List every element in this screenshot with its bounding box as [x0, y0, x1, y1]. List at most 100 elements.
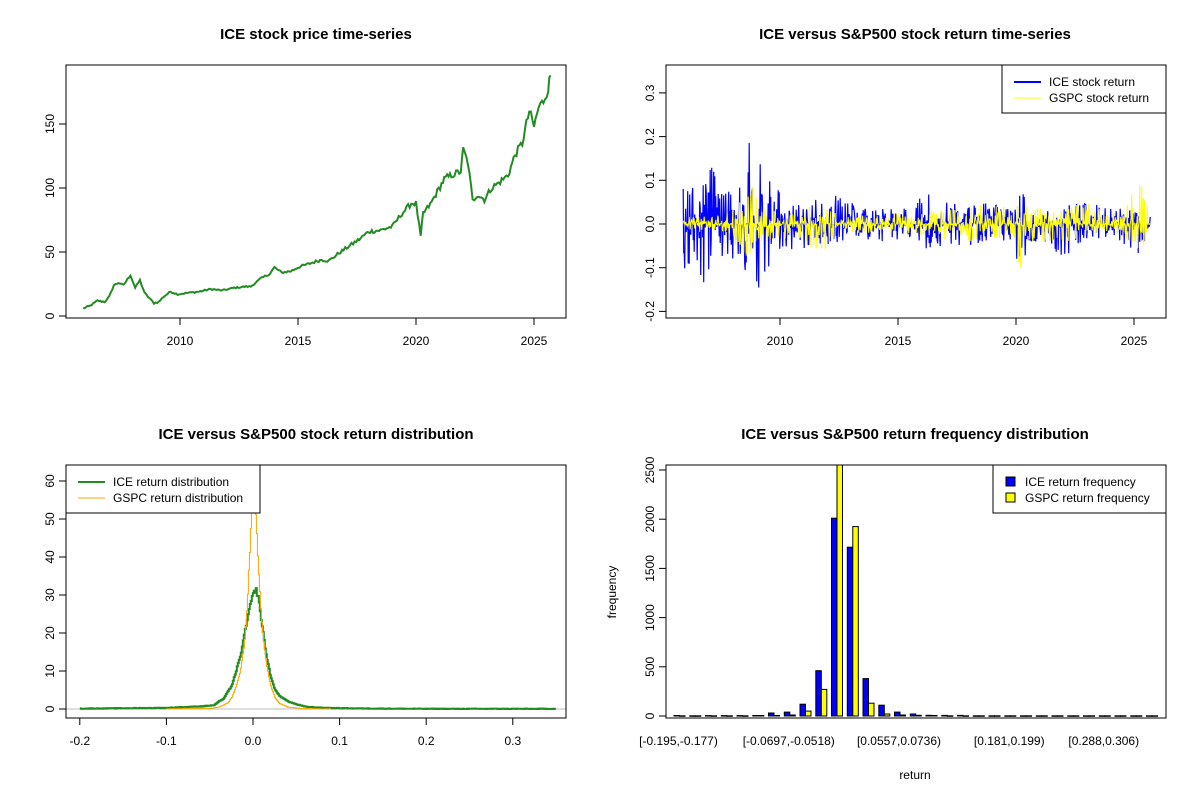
gspc-frequency-bar	[1135, 715, 1143, 717]
y-tick-label: 0.0	[643, 215, 657, 232]
return-frequency-panel: ICE versus S&P500 return frequency distr…	[605, 426, 1167, 782]
legend-label-gspc: GSPC return frequency	[1025, 491, 1150, 505]
gspc-frequency-bar	[1088, 715, 1095, 717]
ice-frequency-bar	[1146, 715, 1153, 717]
gspc-frequency-bar	[978, 715, 985, 717]
legend-label-gspc: GSPC stock return	[1049, 91, 1149, 105]
y-tick-label: 1500	[643, 555, 657, 582]
ice-frequency-bar	[689, 715, 696, 717]
gspc-frequency-bar	[994, 715, 1001, 717]
gspc-frequency-bar	[1072, 715, 1080, 717]
y-tick-label: -0.1	[643, 257, 657, 278]
gspc-density-line	[166, 493, 331, 710]
chart-title: ICE versus S&P500 stock return time-seri…	[759, 26, 1071, 43]
ice-frequency-bar	[1020, 715, 1027, 717]
ice-density-line	[79, 587, 556, 710]
ice-frequency-bar	[799, 703, 806, 717]
y-tick-label: 60	[43, 474, 57, 488]
y-tick-label: 0	[43, 312, 57, 319]
gspc-frequency-bar	[789, 714, 796, 717]
gspc-frequency-bar	[1057, 715, 1064, 717]
x-tick-label: 0.0	[245, 734, 262, 748]
ice-frequency-bar	[957, 714, 964, 717]
y-tick-label: 20	[43, 626, 57, 640]
gspc-frequency-bar	[836, 465, 843, 717]
chart-title: ICE versus S&P500 return frequency distr…	[741, 426, 1089, 443]
ice-frequency-bar	[1051, 715, 1058, 717]
y-tick-label: 0	[43, 705, 57, 712]
legend-swatch-gspc	[1005, 492, 1016, 503]
x-tick-label: 2020	[403, 334, 430, 348]
x-tick-label: 2025	[521, 334, 548, 348]
ice-frequency-bar	[673, 715, 680, 717]
legend-label-ice: ICE stock return	[1049, 75, 1135, 89]
y-axis-label: frequency	[605, 566, 619, 619]
x-tick-label: -0.2	[69, 734, 90, 748]
x-tick-label: 2015	[285, 334, 312, 348]
legend: ICE stock return GSPC stock return	[1001, 64, 1167, 114]
x-axis-label: return	[899, 768, 930, 782]
ice-frequency-bar	[1083, 715, 1090, 717]
y-tick-label: 150	[43, 114, 57, 134]
gspc-return-line	[682, 185, 1151, 268]
x-tick-label: 0.3	[504, 734, 521, 748]
gspc-frequency-bar	[1041, 715, 1048, 717]
ice-frequency-bar	[783, 711, 791, 717]
legend: ICE return distribution GSPC return dist…	[65, 464, 261, 514]
y-tick-label: 0	[643, 712, 657, 719]
ice-frequency-bar	[862, 678, 869, 717]
gspc-frequency-bar	[726, 715, 733, 717]
ice-frequency-bar	[720, 715, 728, 717]
gspc-frequency-bar	[931, 715, 938, 717]
legend-box	[1001, 64, 1167, 114]
gspc-frequency-bar	[899, 714, 906, 717]
ice-frequency-bar	[1114, 715, 1121, 717]
bars	[673, 465, 1158, 717]
gspc-frequency-bar	[868, 702, 875, 717]
chart-title: ICE stock price time-series	[220, 26, 412, 43]
ice-frequency-bar	[752, 715, 759, 717]
gspc-frequency-bar	[1120, 715, 1127, 717]
x-tick-label: 2015	[885, 334, 912, 348]
ice-frequency-bar	[815, 670, 822, 717]
gspc-frequency-bar	[820, 688, 828, 717]
ice-frequency-bar	[941, 714, 948, 717]
x-tick-label: -0.1	[156, 734, 177, 748]
ice-frequency-bar	[878, 704, 885, 717]
legend-box	[992, 464, 1167, 514]
gspc-frequency-bar	[962, 715, 969, 717]
gspc-frequency-bar	[1009, 715, 1017, 717]
ice-frequency-bar	[846, 546, 854, 717]
ice-frequency-bar	[1098, 715, 1106, 717]
price-timeseries-panel: ICE stock price time-series 2010 2015 2020…	[43, 26, 567, 348]
y-tick-label: 50	[43, 512, 57, 526]
legend-label-ice: ICE return frequency	[1025, 475, 1136, 489]
ice-frequency-bar	[1067, 715, 1074, 717]
y-tick-label: 40	[43, 550, 57, 564]
y-tick-label: 100	[43, 178, 57, 198]
ice-frequency-bar	[894, 711, 901, 717]
gspc-frequency-bar	[805, 710, 812, 717]
y-tick-label: 30	[43, 588, 57, 602]
x-tick-label: [-0.195,-0.177)	[639, 734, 718, 748]
x-tick-label: 0.1	[331, 734, 348, 748]
y-tick-label: -0.2	[643, 301, 657, 322]
y-tick-label: 0.2	[643, 128, 657, 145]
ice-frequency-bar	[909, 713, 917, 717]
ice-frequency-bar	[972, 715, 980, 717]
gspc-frequency-bar	[1104, 715, 1111, 717]
y-tick-label: 10	[43, 664, 57, 678]
gspc-frequency-bar	[679, 715, 686, 717]
gspc-frequency-bar	[946, 715, 954, 717]
x-tick-label: 2010	[167, 334, 194, 348]
legend-swatch-ice	[1005, 476, 1016, 487]
x-tick-label: 2010	[767, 334, 794, 348]
ice-frequency-bar	[768, 712, 775, 717]
gspc-frequency-bar	[852, 526, 859, 717]
y-tick-label: 2000	[643, 506, 657, 533]
ice-frequency-bar	[1130, 715, 1137, 717]
ice-frequency-bar	[736, 715, 743, 717]
legend-box	[65, 464, 261, 514]
price-line	[83, 74, 552, 310]
